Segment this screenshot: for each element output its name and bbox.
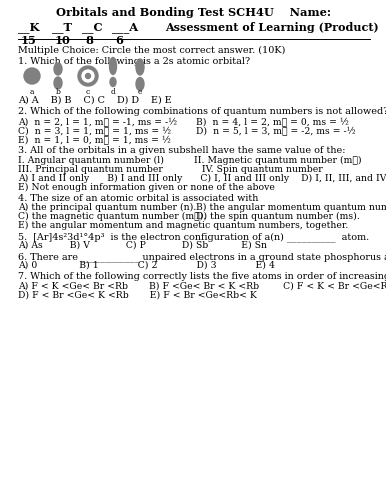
Text: D) F < Br <Ge< K <Rb       E) F < Br <Ge<Rb< K: D) F < Br <Ge< K <Rb E) F < Br <Ge<Rb< K bbox=[18, 291, 257, 300]
Text: 8: 8 bbox=[85, 35, 93, 46]
Text: 3. All of the orbitals in a given subshell have the same value of the:: 3. All of the orbitals in a given subshe… bbox=[18, 146, 345, 155]
Text: ___A: ___A bbox=[112, 22, 138, 33]
Text: E) the angular momentum and magnetic quantum numbers, together.: E) the angular momentum and magnetic qua… bbox=[18, 221, 349, 230]
Text: 15: 15 bbox=[21, 35, 37, 46]
Text: 7. Which of the following correctly lists the five atoms in order of increasing : 7. Which of the following correctly list… bbox=[18, 272, 386, 281]
Text: 2. Which of the following combinations of quantum numbers is not allowed?: 2. Which of the following combinations o… bbox=[18, 107, 386, 116]
Text: 4. The size of an atomic orbital is associated with: 4. The size of an atomic orbital is asso… bbox=[18, 194, 258, 203]
Ellipse shape bbox=[110, 78, 116, 86]
Ellipse shape bbox=[110, 58, 117, 74]
Ellipse shape bbox=[136, 59, 144, 75]
Text: C)  n = 3, l = 1, mℓ = 1, ms = ½: C) n = 3, l = 1, mℓ = 1, ms = ½ bbox=[18, 126, 171, 135]
Text: A) the principal quantum number (n).: A) the principal quantum number (n). bbox=[18, 203, 196, 212]
Text: A) A    B) B    C) C    D) D    E) E: A) A B) B C) C D) D E) E bbox=[18, 96, 172, 105]
Text: E)  n = 1, l = 0, mℓ = 1, ms = ½: E) n = 1, l = 0, mℓ = 1, ms = ½ bbox=[18, 135, 171, 144]
Text: 10: 10 bbox=[55, 35, 71, 46]
Text: 5.  [Ar]4s²3d¹°4p³  is the electron configuration of a(n) __________  atom.: 5. [Ar]4s²3d¹°4p³ is the electron config… bbox=[18, 232, 369, 242]
Ellipse shape bbox=[54, 77, 62, 89]
Text: 6. There are ____________ unpaired electrons in a ground state phosphorus atom.: 6. There are ____________ unpaired elect… bbox=[18, 252, 386, 262]
Text: D)  n = 5, l = 3, mℓ = -2, ms = -½: D) n = 5, l = 3, mℓ = -2, ms = -½ bbox=[196, 126, 356, 135]
Text: b: b bbox=[56, 88, 61, 96]
Text: E) Not enough information given or none of the above: E) Not enough information given or none … bbox=[18, 183, 275, 192]
Text: 6: 6 bbox=[115, 35, 123, 46]
Text: B) the angular momentum quantum number (l).: B) the angular momentum quantum number (… bbox=[196, 203, 386, 212]
Text: D) the spin quantum number (ms).: D) the spin quantum number (ms). bbox=[196, 212, 360, 221]
Ellipse shape bbox=[54, 63, 62, 75]
Text: C) the magnetic quantum number (mℓ).: C) the magnetic quantum number (mℓ). bbox=[18, 212, 207, 221]
Text: __K: __K bbox=[18, 22, 39, 33]
Text: A) I and II only      B) I and III only      C) I, II and III only    D) I, II, : A) I and II only B) I and III only C) I,… bbox=[18, 174, 386, 183]
Text: 1. Which of the following is a 2s atomic orbital?: 1. Which of the following is a 2s atomic… bbox=[18, 57, 250, 66]
Text: Multiple Choice: Circle the most correct answer. (10K): Multiple Choice: Circle the most correct… bbox=[18, 46, 285, 55]
Ellipse shape bbox=[136, 78, 144, 90]
Text: c: c bbox=[86, 88, 90, 96]
Text: d: d bbox=[110, 88, 115, 96]
Text: a: a bbox=[30, 88, 34, 96]
Text: A) 0              B) 1             C) 2             D) 3             E) 4: A) 0 B) 1 C) 2 D) 3 E) 4 bbox=[18, 261, 275, 270]
Text: Assessment of Learning (Product): Assessment of Learning (Product) bbox=[165, 22, 379, 33]
Text: A)  n = 2, l = 1, mℓ = -1, ms = -½: A) n = 2, l = 1, mℓ = -1, ms = -½ bbox=[18, 117, 177, 126]
Text: III. Principal quantum number             IV. Spin quantum number: III. Principal quantum number IV. Spin q… bbox=[18, 165, 323, 174]
Text: __T: __T bbox=[52, 22, 72, 33]
Circle shape bbox=[82, 70, 94, 82]
Text: A) As         B) V            C) P            D) Sb           E) Sn: A) As B) V C) P D) Sb E) Sn bbox=[18, 241, 267, 250]
Circle shape bbox=[86, 74, 90, 78]
Text: __C: __C bbox=[82, 22, 103, 33]
Text: I. Angular quantum number (l)          II. Magnetic quantum number (mℓ): I. Angular quantum number (l) II. Magnet… bbox=[18, 156, 362, 165]
Circle shape bbox=[24, 68, 40, 84]
Text: Orbitals and Bonding Test SCH4U    Name:: Orbitals and Bonding Test SCH4U Name: bbox=[56, 7, 330, 18]
Text: e: e bbox=[138, 88, 142, 96]
Circle shape bbox=[78, 66, 98, 86]
Text: A) F < K <Ge< Br <Rb       B) F <Ge< Br < K <Rb        C) F < K < Br <Ge<Rb: A) F < K <Ge< Br <Rb B) F <Ge< Br < K <R… bbox=[18, 282, 386, 291]
Text: B)  n = 4, l = 2, mℓ = 0, ms = ½: B) n = 4, l = 2, mℓ = 0, ms = ½ bbox=[196, 117, 349, 126]
